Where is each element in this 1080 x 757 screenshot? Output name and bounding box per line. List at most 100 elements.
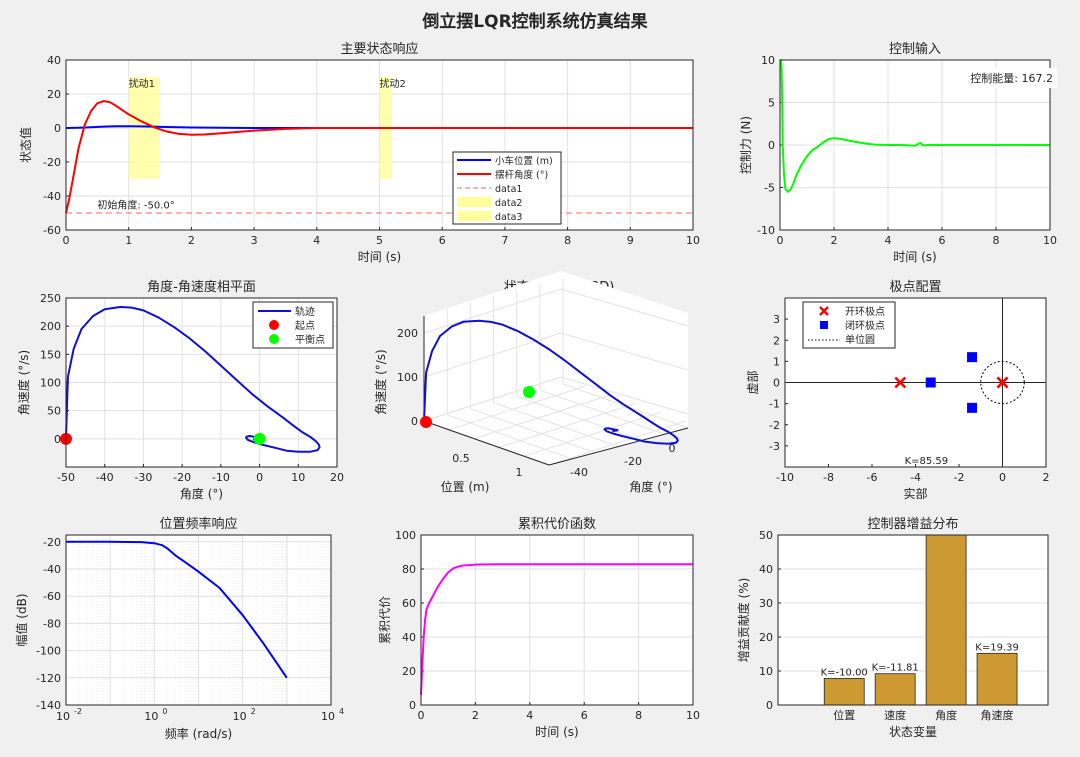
x-tick-label: -8: [823, 471, 834, 484]
axes-border: [779, 59, 1051, 231]
y-tick-label: -1: [769, 398, 780, 411]
x-tick-label: -2: [954, 471, 965, 484]
legend-box: [252, 301, 334, 349]
x-tick-label: 角度: [935, 708, 957, 722]
y-tick-label: -5: [764, 182, 775, 195]
annotation-box: [965, 68, 1057, 88]
y-tick-label: 50: [759, 529, 773, 542]
series-line-3d-trajectory: [423, 319, 679, 445]
y-axis-label: 角速度 (°/s): [16, 350, 31, 415]
legend-entry: 闭环极点: [845, 319, 885, 332]
legend-swatch: [269, 334, 279, 344]
unit-circle: [980, 360, 1025, 405]
x-tick-label: 10: [56, 710, 70, 723]
legend-swatch: [819, 306, 829, 316]
x-tick-label: 8: [993, 234, 1000, 247]
grid-line-floor: [470, 408, 596, 454]
legend-entry: 开环极点: [845, 305, 885, 318]
chart-poles: 极点配置-10 -8 -6 -4 -2 0 2-3-2-10123实部虚部K=85.59开环…: [745, 280, 1050, 501]
y-tick-label: 100: [395, 529, 416, 542]
y-tick-label: 0: [0, 0, 4, 3]
chart-states: 主要状态响应 0 1 2 3 4 5 6 7 8 9 10 -60 -40 -20 0 20 40 时间 (s) 状态…: [18, 41, 700, 264]
y-tick-label: 40: [47, 54, 61, 67]
legend: 小车位置 (m) 摆杆角度 (°) data1 data2 data3: [452, 151, 562, 225]
x-tick-label: -10: [212, 471, 230, 484]
closed-loop-pole: [967, 352, 978, 363]
y-axis-label: 状态值: [18, 127, 33, 163]
x-tick-label: 0: [63, 234, 70, 247]
legend-entry: data1: [495, 184, 522, 195]
chart-bode: 位置频率响应 -140 -120 -100 -80 -60 -40 -20 10 -2 10 0 10 2…: [14, 516, 344, 741]
y-axis-label: 幅值 (dB): [14, 593, 29, 646]
bar: [823, 678, 865, 706]
y-tick-label: 200: [40, 320, 61, 333]
y-tick-label: -20: [43, 536, 61, 549]
disturbance-label: 扰动1: [129, 77, 155, 90]
x-tick-label: 5: [376, 234, 383, 247]
x-tick-label: -10: [776, 471, 794, 484]
y-tick-label: 0: [773, 377, 780, 390]
marker-start-point: [420, 416, 432, 428]
bar: [874, 673, 916, 706]
x-tick-label: 9: [627, 234, 634, 247]
y-tick-label: -40: [570, 466, 588, 479]
chart-title: 角度-角速度相平面: [147, 279, 256, 295]
y-tick-label: 1: [773, 355, 780, 368]
z-tick-label: 0: [411, 415, 418, 428]
legend-swatch: [820, 321, 828, 329]
x-tick-label: -30: [134, 471, 152, 484]
y-tick-label: 0: [766, 699, 773, 712]
annotation-energy: 控制能量: 167.2: [970, 71, 1053, 85]
axes-border: [420, 534, 694, 706]
bar: [925, 534, 967, 706]
legend-entry: 单位圆: [845, 333, 875, 346]
x-tick-label: -50: [57, 471, 75, 484]
x-axis-label: 位置 (m): [441, 479, 490, 494]
x-tick-label: 10: [233, 710, 247, 723]
x-axis: [423, 420, 550, 466]
grid-line-wall: [423, 376, 562, 422]
x-tick-label: 位置: [833, 708, 855, 722]
y-axis-label: 虚部: [745, 370, 760, 394]
y-tick-label: 250: [40, 292, 61, 305]
x-tick-label: 1: [125, 234, 132, 247]
y-tick-label: 0: [54, 122, 61, 135]
x-tick-label: 10: [686, 709, 700, 722]
series-line-magnitude: [66, 540, 288, 679]
x-tick-label: 2: [472, 709, 479, 722]
x-axis-label: 时间 (s): [535, 725, 578, 739]
legend-entry: 摆杆角度 (°): [495, 169, 548, 181]
grid-line-wall: [560, 376, 689, 415]
y-tick-label: 40: [759, 563, 773, 576]
grid-line-floor: [493, 402, 619, 447]
y-axis-label: 角度 (°): [629, 479, 672, 494]
x-tick-label: 10: [1043, 234, 1057, 247]
y-tick-label: 10: [761, 54, 775, 67]
grid-line-floor: [539, 389, 665, 435]
annotation-gain: K=85.59: [905, 456, 949, 467]
y-tick-label: -60: [43, 224, 61, 237]
chart-gains: 控制器增益分布 0 10 20 30 40 50 状态变量 增益贡献度 (%) 位置 K=-10.0…: [736, 517, 1049, 739]
series-line-cumulative-cost: [420, 563, 693, 695]
x-tick-label: 8: [635, 709, 642, 722]
grid-line-floor: [498, 402, 637, 448]
grid-line-wall: [560, 332, 689, 371]
chart-title: 位置频率响应: [159, 516, 237, 532]
bar-value-label: K=-11.81: [872, 663, 919, 674]
x-axis-label: 角度 (°): [180, 486, 223, 501]
disturbance-label: 扰动2: [380, 77, 406, 90]
axes-border: [784, 297, 1047, 468]
annotation-initial-angle: 初始角度: -50.0°: [97, 199, 174, 212]
y-tick-label: -40: [43, 190, 61, 203]
legend-entry: 起点: [295, 320, 315, 332]
y-tick-label: -40: [43, 563, 61, 576]
x-axis-label: 状态变量: [889, 724, 937, 739]
x-tick-label: 2: [831, 234, 838, 247]
chart-title: 累积代价函数: [518, 517, 596, 532]
grid-line-floor: [523, 411, 662, 457]
plot-area: [421, 535, 693, 705]
axes-border: [777, 534, 1049, 706]
